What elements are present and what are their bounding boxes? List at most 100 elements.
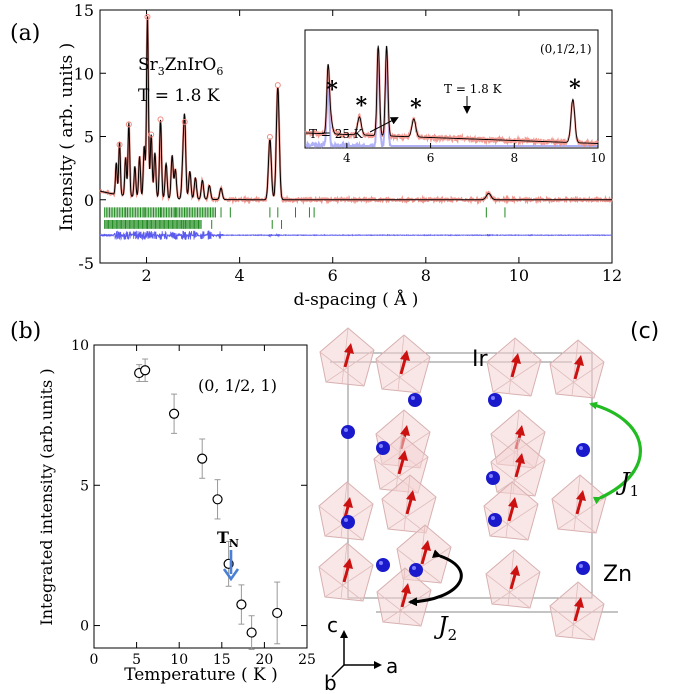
- ir-spin-head: [511, 353, 521, 364]
- j2-label: J2: [433, 612, 457, 644]
- zn-atom-highlight: [344, 518, 348, 522]
- panel-b-axes: 0 5 10 15 20 25 0 5 10: [71, 338, 316, 668]
- zn-atom: [576, 443, 590, 457]
- x-axis-label-a: d-spacing ( Å ): [294, 289, 419, 310]
- axis-b-label: b: [324, 671, 337, 694]
- observed-point: [266, 134, 273, 141]
- zn-atom-highlight: [411, 396, 415, 400]
- y-tick-label: 10: [71, 338, 89, 354]
- panel-b-points: [134, 358, 283, 650]
- y-tick-label: 5: [84, 128, 94, 147]
- temperature-label: T = 1.8 K: [138, 86, 220, 106]
- crystal-structure: [318, 327, 618, 641]
- tn-label: TN: [217, 528, 239, 550]
- zn-atom: [341, 515, 355, 529]
- x-tick-label: 10: [509, 266, 529, 285]
- inset-x-tick-label: 6: [427, 151, 435, 165]
- calculated-series: [99, 16, 612, 201]
- ir-spin-head: [343, 497, 353, 508]
- inset-series-25k: [304, 55, 598, 150]
- octahedron-edge: [549, 339, 605, 399]
- zn-atom-highlight: [344, 428, 348, 432]
- data-point: [246, 627, 257, 638]
- panel-a-pattern: [99, 13, 613, 241]
- ir-spin-head: [508, 497, 518, 508]
- inset-x-tick-label: 8: [510, 151, 518, 165]
- y-tick-label: 15: [74, 1, 94, 20]
- ir-label: Ir: [472, 347, 488, 372]
- tn-arrow-head: [222, 568, 240, 582]
- zn-atom: [408, 393, 422, 407]
- ir-spin-head: [400, 425, 410, 436]
- y-tick-label: 0: [84, 191, 94, 210]
- zn-atom-highlight: [579, 564, 583, 568]
- zn-atom: [486, 471, 500, 485]
- octahedron-edge: [486, 337, 542, 397]
- x-axis-label-b: Temperature ( K ): [124, 665, 278, 685]
- data-point: [212, 494, 223, 505]
- x-tick-label: 5: [132, 652, 141, 668]
- panel-label-c: (c): [630, 319, 659, 344]
- x-tick-label: 6: [328, 266, 338, 285]
- zn-atom: [376, 441, 390, 455]
- data-point: [197, 453, 208, 464]
- magnetic-peak-star: *: [410, 95, 422, 121]
- magnetic-peak-star: *: [356, 93, 368, 119]
- zn-atom-highlight: [491, 396, 495, 400]
- octahedron-edge: [483, 481, 539, 541]
- zn-atom: [341, 425, 355, 439]
- inset-pattern: * * * *: [304, 45, 599, 150]
- ir-spin-head: [574, 597, 584, 608]
- ir-spin-head: [510, 565, 520, 576]
- j1-label: J1: [615, 468, 639, 500]
- ir-spin-head: [344, 343, 354, 354]
- magnetic-peak-star: *: [569, 75, 581, 101]
- zn-atom: [409, 563, 423, 577]
- inset-reflection-label: (0,1/2,1): [540, 42, 592, 56]
- ir-spin-head: [574, 355, 584, 366]
- y-axis-label-b: Integrated intensity (arb.units ): [37, 368, 56, 625]
- zn-atom-highlight: [491, 516, 495, 520]
- octahedron-edge: [485, 549, 541, 609]
- y-tick-label: 10: [74, 64, 94, 83]
- x-tick-label: 0: [90, 652, 99, 668]
- zn-atom-highlight: [412, 566, 416, 570]
- ir-spin-head: [515, 425, 525, 436]
- x-tick-label: 25: [298, 652, 316, 668]
- zn-atom: [376, 558, 390, 572]
- octahedron-edge: [318, 542, 374, 602]
- octahedron-edge: [549, 581, 605, 641]
- x-tick-label: 20: [255, 652, 273, 668]
- inset-fit: [305, 45, 598, 144]
- ir-spin-head: [398, 450, 408, 461]
- data-point: [272, 607, 283, 619]
- compound-label: Sr3ZnIrO6: [138, 55, 223, 78]
- zn-atom: [488, 513, 502, 527]
- ir-spin-head: [400, 350, 410, 361]
- octahedron-edge: [319, 327, 375, 387]
- x-tick-label: 2: [141, 266, 151, 285]
- axis-b-line: [331, 664, 345, 678]
- observed-point: [125, 121, 132, 128]
- inset-x-tick-label: 4: [343, 151, 351, 165]
- ir-spin-head: [421, 540, 431, 551]
- y-axis-label-a: Intensity ( arb. units ): [57, 43, 77, 231]
- ir-spin-head: [576, 490, 586, 501]
- observed-point: [274, 82, 281, 89]
- octahedron-edge: [375, 334, 431, 394]
- y-tick-label: 5: [80, 478, 89, 494]
- panel-label-b: (b): [10, 319, 41, 344]
- panel-b-frame: [93, 344, 308, 649]
- inset-label-1p8k: T = 1.8 K: [444, 82, 503, 96]
- inset-frame: [304, 29, 599, 149]
- inset-arrow-25k: [369, 117, 399, 133]
- x-tick-label: 12: [602, 266, 622, 285]
- y-tick-label: -5: [78, 254, 94, 273]
- zn-atom: [488, 393, 502, 407]
- x-tick-label: 4: [235, 266, 245, 285]
- data-point: [140, 365, 151, 376]
- observed-point: [157, 116, 164, 123]
- j2-arrow: [408, 549, 463, 607]
- zn-label: Zn: [603, 562, 632, 587]
